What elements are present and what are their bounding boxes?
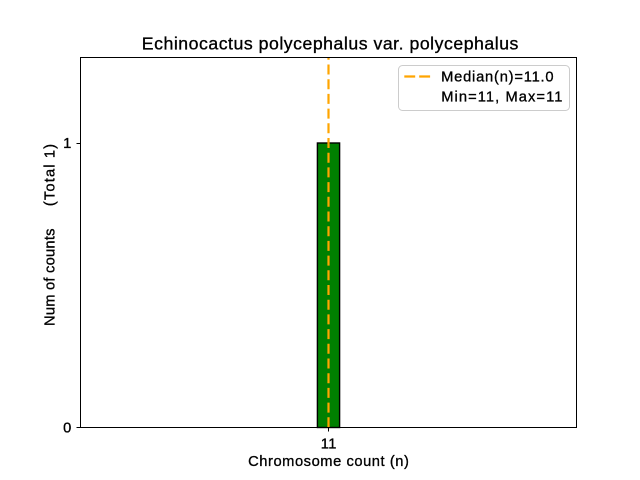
svg-text:Min=11, Max=11: Min=11, Max=11: [441, 90, 562, 106]
svg-text:1: 1: [63, 136, 71, 152]
svg-text:0: 0: [63, 421, 71, 437]
svg-text:(Total 1): (Total 1): [43, 144, 59, 206]
svg-text:Echinocactus polycephalus var.: Echinocactus polycephalus var. polycepha…: [142, 34, 519, 54]
svg-text:11: 11: [321, 436, 337, 452]
svg-text:Median(n)=11.0: Median(n)=11.0: [441, 70, 553, 86]
svg-text:Chromosome count (n): Chromosome count (n): [248, 454, 409, 470]
svg-text:Num of counts: Num of counts: [43, 229, 59, 327]
